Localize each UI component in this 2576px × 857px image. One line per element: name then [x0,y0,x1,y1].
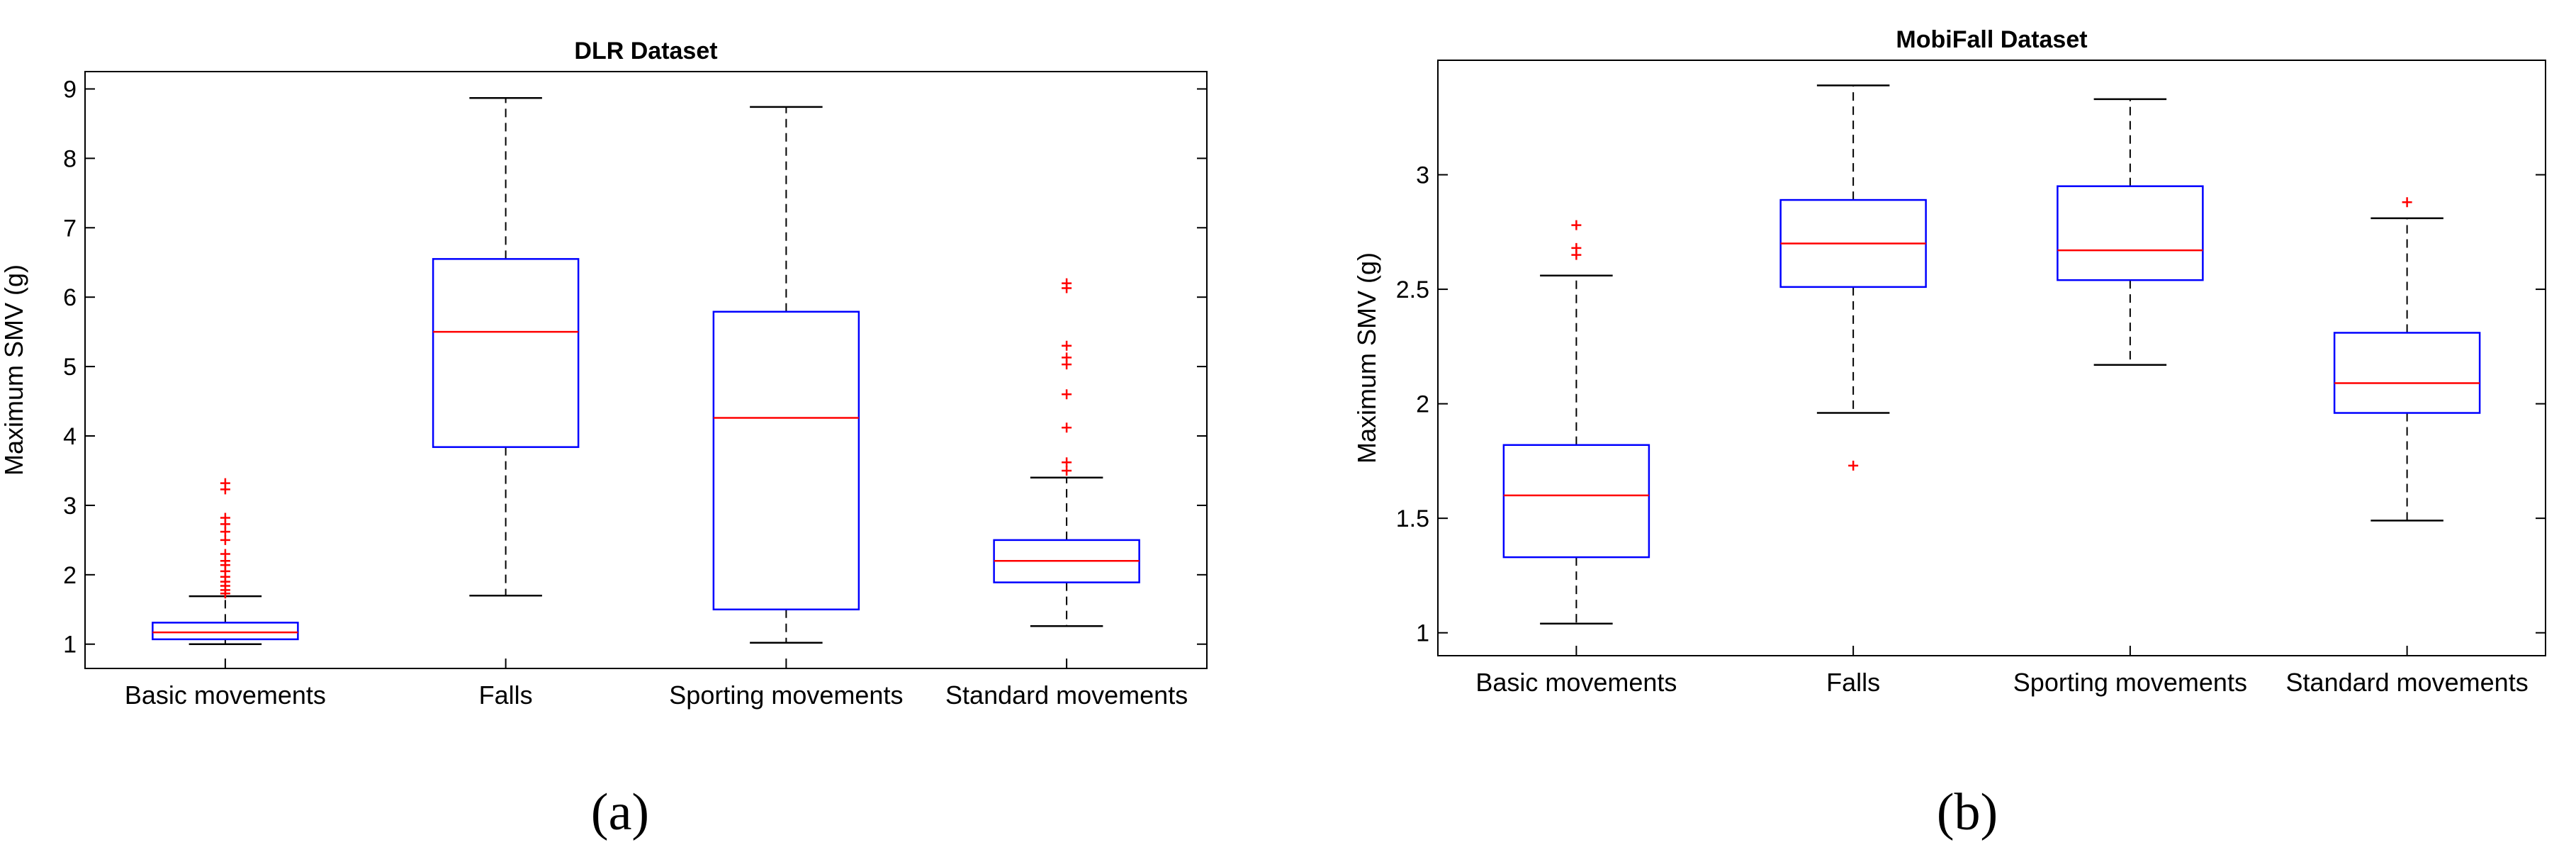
outlier-marker [1062,465,1072,476]
x-tick-label: Basic movements [125,680,326,710]
outlier-marker [1848,460,1859,471]
outlier-marker [1062,422,1072,433]
y-tick-label: 2 [63,562,77,589]
outlier-marker [220,549,230,559]
x-tick-label: Standard movements [2286,668,2529,697]
y-tick-label: 9 [63,76,77,103]
y-tick-label: 1 [1416,620,1429,647]
outlier-marker [220,478,230,488]
outlier-marker [1571,242,1582,253]
x-tick-label: Sporting movements [2013,668,2247,697]
chart-title: DLR Dataset [574,38,717,65]
outlier-marker [1062,340,1072,351]
x-tick-label: Falls [1826,668,1880,697]
x-tick-label: Falls [479,680,533,710]
outlier-marker [220,534,230,545]
iqr-box [1502,444,1650,559]
x-tick-label: Sporting movements [669,680,903,710]
y-axis-label: Maximum SMV (g) [1352,252,1381,464]
y-tick-label: 1.5 [1396,505,1429,532]
y-tick-label: 6 [63,284,77,311]
iqr-box [712,310,860,611]
y-tick-label: 2.5 [1396,276,1429,303]
y-tick-label: 3 [63,493,77,520]
x-tick-label: Standard movements [945,680,1188,710]
outlier-marker [220,512,230,523]
y-tick-label: 4 [63,423,77,450]
outlier-marker [1062,457,1072,468]
plot-frame [84,71,1208,669]
plot-frame [1437,60,2546,656]
iqr-box [2333,332,2481,414]
y-tick-label: 7 [63,215,77,242]
chart-dlr: DLR Dataset Maximum SMV (g) 1 2 3 4 5 6 7 8 9 Basic… [0,38,1208,710]
y-tick-label: 1 [63,632,77,659]
y-tick-label: 3 [1416,162,1429,189]
outlier-marker [1062,389,1072,400]
iqr-box [432,258,580,448]
outlier-marker [1062,352,1072,363]
iqr-box [152,622,299,641]
outlier-marker [2402,197,2412,208]
iqr-box [2057,185,2204,281]
panel-label-b: (b) [1937,783,1998,841]
y-tick-label: 2 [1416,391,1429,418]
outlier-marker [1571,220,1582,230]
chart-title: MobiFall Dataset [1896,26,2087,53]
y-tick-label: 8 [63,145,77,172]
y-tick-label: 5 [63,354,77,381]
x-tick-label: Basic movements [1475,668,1677,697]
chart-mobifall: MobiFall Dataset Maximum SMV (g) 1 1.5 2 2.5 3… [1352,26,2546,697]
y-axis-label: Maximum SMV (g) [0,264,28,476]
outlier-marker [1062,278,1072,289]
panel-label-a: (a) [591,783,649,841]
